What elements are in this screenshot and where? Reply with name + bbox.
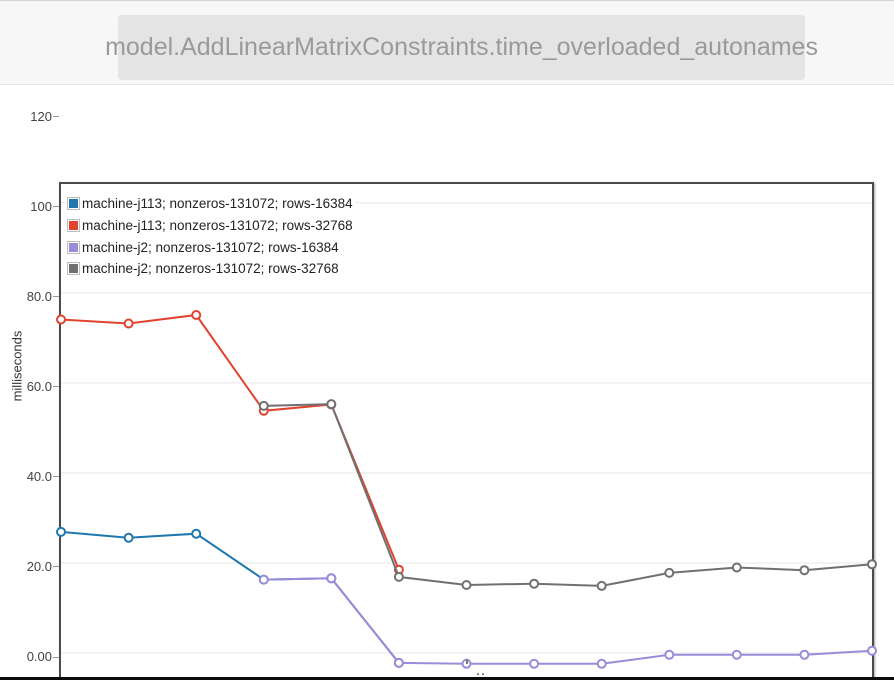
data-point[interactable] bbox=[867, 559, 877, 570]
data-point[interactable] bbox=[56, 526, 66, 537]
y-tick-mark bbox=[53, 296, 59, 298]
data-point[interactable] bbox=[529, 658, 540, 669]
legend-swatch-icon bbox=[67, 219, 80, 233]
data-point[interactable] bbox=[393, 657, 404, 668]
benchmark-title-box: model.AddLinearMatrixConstraints.time_ov… bbox=[105, 15, 818, 80]
data-point[interactable] bbox=[799, 649, 810, 660]
data-point[interactable] bbox=[326, 399, 337, 410]
plot-box: machine-j113; nonzeros-131072; rows-1638… bbox=[56, 182, 877, 680]
y-tick-label: 20.0 bbox=[26, 558, 52, 574]
data-point[interactable] bbox=[123, 318, 134, 329]
data-point[interactable] bbox=[731, 649, 742, 660]
y-tick-label: 80.0 bbox=[26, 288, 52, 304]
legend-label: machine-j113; nonzeros-131072; rows-3276… bbox=[82, 218, 353, 234]
data-point[interactable] bbox=[799, 565, 810, 576]
data-point[interactable] bbox=[596, 580, 607, 591]
legend: machine-j113; nonzeros-131072; rows-1638… bbox=[66, 192, 356, 281]
data-point[interactable] bbox=[191, 310, 202, 320]
legend-label: machine-j2; nonzeros-131072; rows-16384 bbox=[82, 239, 339, 255]
bottom-edge bbox=[0, 677, 894, 680]
x-axis-clipped-label: .. bbox=[476, 668, 487, 677]
data-point[interactable] bbox=[258, 574, 269, 585]
y-tick-mark bbox=[53, 386, 59, 388]
y-tick-mark bbox=[53, 656, 59, 658]
y-tick-label: 120 bbox=[30, 108, 52, 124]
plot-svg[interactable] bbox=[56, 184, 877, 680]
legend-item: machine-j113; nonzeros-131072; rows-1638… bbox=[67, 193, 353, 215]
data-point[interactable] bbox=[596, 658, 607, 669]
legend-swatch-icon bbox=[67, 240, 80, 254]
data-point[interactable] bbox=[461, 580, 472, 590]
benchmark-title: model.AddLinearMatrixConstraints.time_ov… bbox=[105, 33, 818, 61]
y-tick-label: 40.0 bbox=[26, 468, 52, 484]
legend-item: machine-j2; nonzeros-131072; rows-32768 bbox=[67, 258, 353, 280]
y-tick-mark bbox=[53, 566, 59, 568]
data-point[interactable] bbox=[529, 578, 540, 589]
data-point[interactable] bbox=[326, 573, 337, 584]
header: model.AddLinearMatrixConstraints.time_ov… bbox=[0, 0, 894, 85]
legend-item: machine-j2; nonzeros-131072; rows-16384 bbox=[67, 236, 353, 258]
data-point[interactable] bbox=[393, 571, 404, 582]
legend-swatch-icon bbox=[67, 197, 80, 211]
y-tick-mark bbox=[53, 206, 59, 208]
y-tick-label: 100 bbox=[30, 198, 52, 214]
data-point[interactable] bbox=[123, 532, 134, 543]
series-line-0[interactable] bbox=[60, 530, 400, 664]
y-tick-label: 60.0 bbox=[26, 378, 52, 394]
legend-label: machine-j113; nonzeros-131072; rows-1638… bbox=[82, 196, 353, 212]
series-line-3[interactable] bbox=[263, 403, 873, 587]
legend-swatch-icon bbox=[67, 262, 80, 276]
data-point[interactable] bbox=[731, 562, 742, 573]
data-point[interactable] bbox=[664, 567, 675, 578]
series-line-2[interactable] bbox=[263, 577, 873, 665]
series-line-1[interactable] bbox=[60, 313, 400, 571]
y-tick-label: 0.00 bbox=[26, 649, 52, 664]
y-tick-mark bbox=[53, 116, 59, 118]
data-point[interactable] bbox=[664, 649, 675, 660]
chart-area: milliseconds 0.00 20.0 40.0 60.0 80.0 100 120 … bbox=[0, 86, 894, 680]
legend-item: machine-j113; nonzeros-131072; rows-3276… bbox=[67, 215, 353, 237]
legend-label: machine-j2; nonzeros-131072; rows-32768 bbox=[82, 261, 339, 277]
data-point[interactable] bbox=[56, 314, 66, 325]
data-point[interactable] bbox=[258, 400, 269, 411]
x-tick-mark bbox=[465, 659, 468, 664]
data-point[interactable] bbox=[191, 528, 202, 539]
y-tick-mark bbox=[53, 476, 59, 478]
data-point[interactable] bbox=[867, 645, 877, 656]
